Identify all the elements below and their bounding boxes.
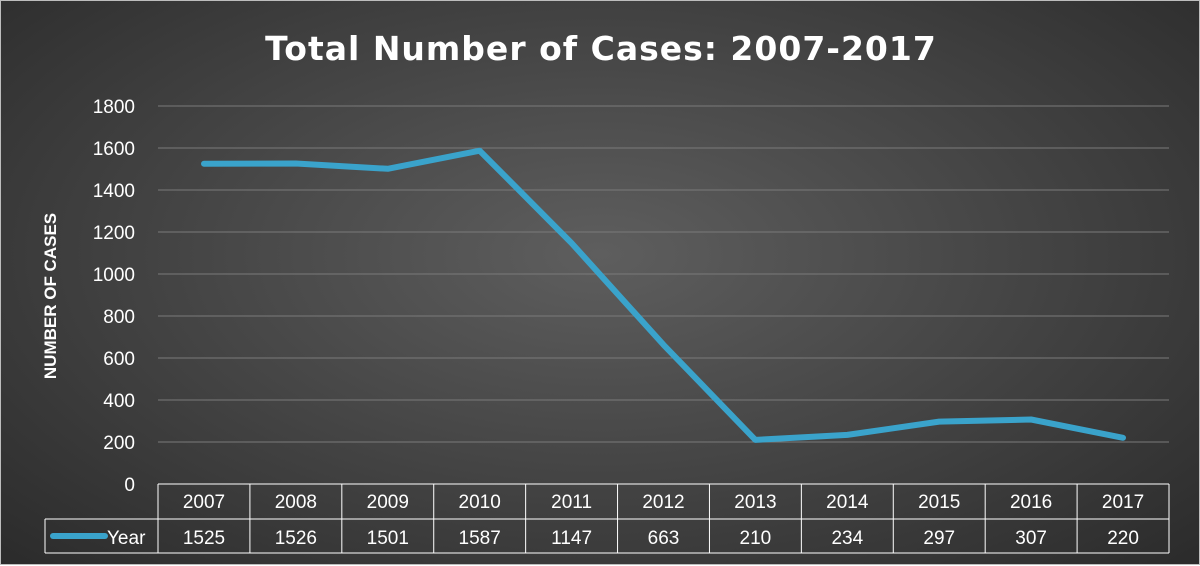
y-tick-label: 1000 (93, 265, 135, 286)
data-label: 1501 (367, 528, 409, 549)
x-tick-label: 2012 (642, 492, 684, 513)
data-label: 1526 (275, 528, 317, 549)
data-label: 1587 (459, 528, 501, 549)
data-label: 663 (648, 528, 680, 549)
data-label: 1147 (551, 528, 592, 549)
x-tick-label: 2016 (1010, 492, 1052, 513)
y-tick-label: 400 (103, 391, 135, 412)
data-label: 220 (1107, 528, 1139, 549)
x-tick-label: 2008 (275, 492, 317, 513)
y-tick-label: 200 (103, 433, 135, 454)
series-layer (204, 151, 1123, 440)
gridlines (158, 106, 1169, 442)
x-tick-label: 2014 (826, 492, 869, 513)
y-tick-label: 1200 (93, 223, 135, 244)
x-tick-label: 2013 (734, 492, 776, 513)
y-tick-label: 1600 (93, 139, 135, 160)
y-axis-label: NUMBER OF CASES (41, 213, 60, 379)
x-tick-label: 2011 (551, 492, 592, 513)
x-tick-label: 2010 (459, 492, 501, 513)
data-label: 210 (740, 528, 772, 549)
x-tick-label: 2015 (918, 492, 960, 513)
data-table: 2007 2008 2009 2010 2011 2012 2013 2014 2015 2016… (45, 484, 1169, 553)
data-label: 297 (923, 528, 955, 549)
x-tick-label: 2009 (367, 492, 409, 513)
y-tick-label: 600 (103, 349, 135, 370)
legend-label: Year (107, 528, 146, 549)
data-label: 307 (1015, 528, 1047, 549)
x-tick-label: 2007 (183, 492, 225, 513)
y-tick-label: 1800 (93, 97, 135, 118)
series-line (204, 151, 1123, 440)
x-tick-label: 2017 (1102, 492, 1144, 513)
data-label: 1525 (183, 528, 225, 549)
y-tick-label: 1400 (93, 181, 135, 202)
y-tick-label: 0 (124, 475, 135, 496)
y-axis-ticks: 0 200 400 600 800 1000 1200 1400 1600 1800 (93, 97, 135, 496)
y-tick-label: 800 (103, 307, 135, 328)
data-label: 234 (831, 528, 863, 549)
